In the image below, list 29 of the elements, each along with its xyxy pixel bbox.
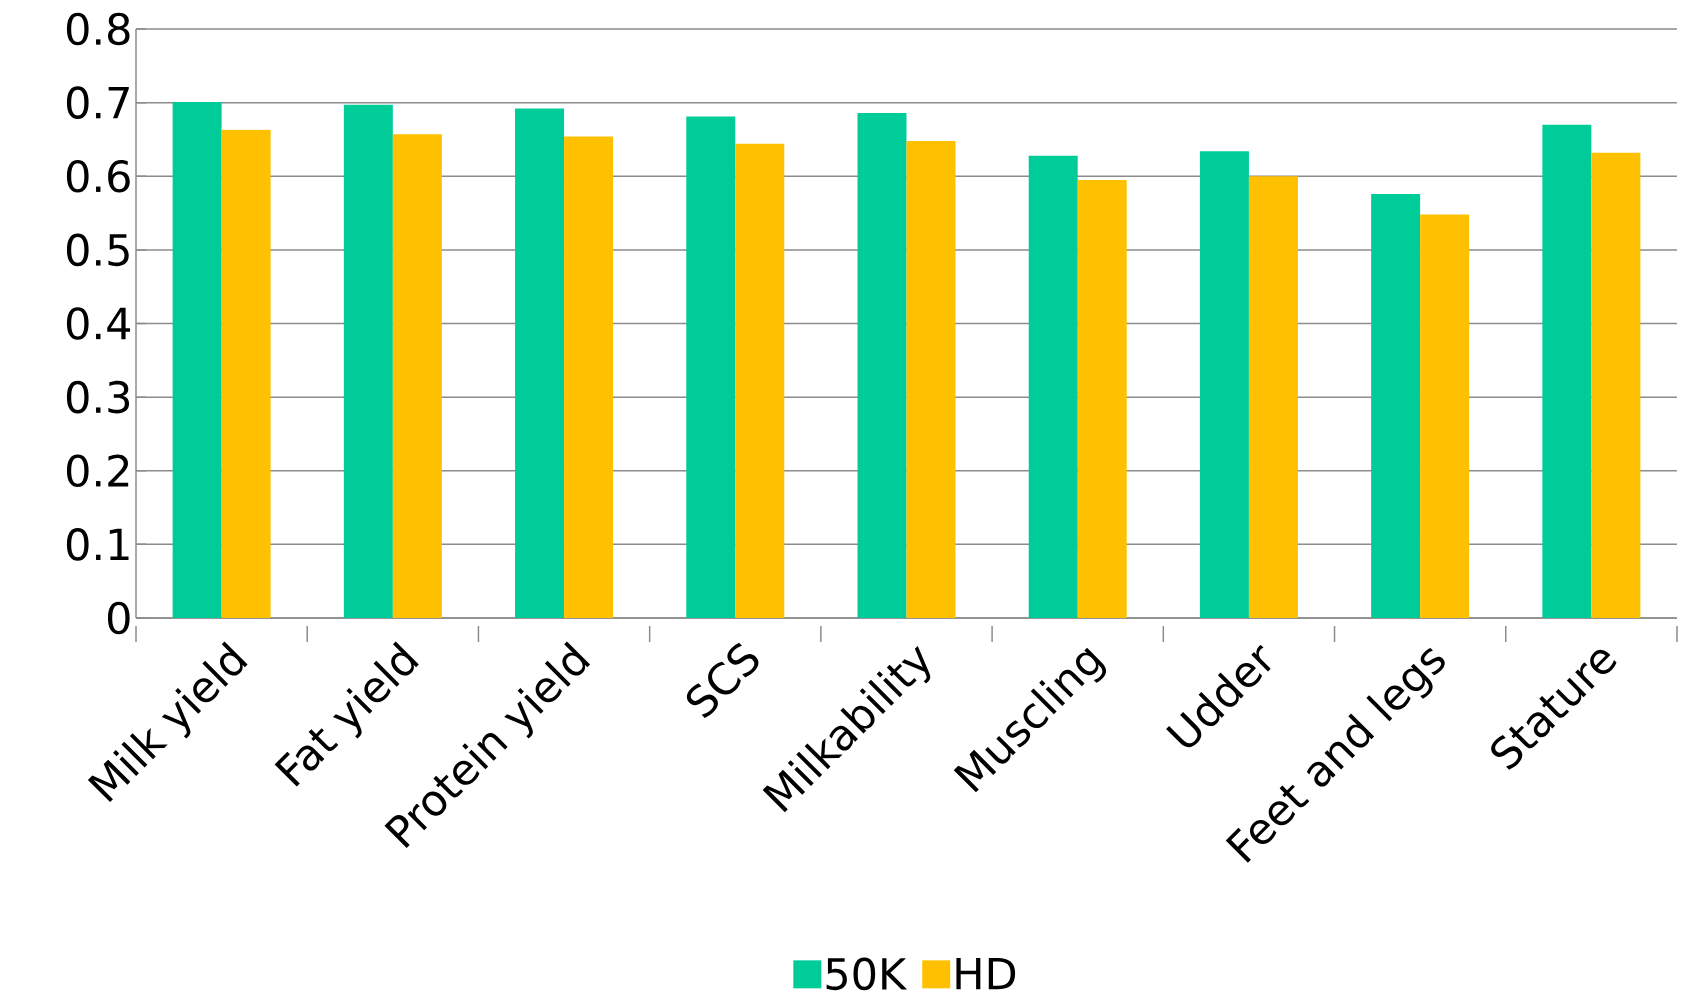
bar xyxy=(564,136,614,618)
bar xyxy=(1542,124,1592,618)
y-tick-label: 0.5 xyxy=(66,233,129,267)
y-tick-label: 0.4 xyxy=(66,307,131,340)
y-tick-label: 0 xyxy=(107,601,130,635)
y-tick-label: 0.1 xyxy=(66,528,129,561)
bar xyxy=(343,104,393,618)
bar xyxy=(515,108,565,618)
y-tick-label: 0.8 xyxy=(66,12,130,46)
legend-label: HD xyxy=(956,957,1016,990)
bar xyxy=(172,101,222,618)
bar xyxy=(1420,214,1470,618)
y-tick-label: 0.2 xyxy=(66,454,129,488)
y-tick-label: 0.6 xyxy=(66,159,130,193)
bar xyxy=(1371,193,1421,618)
bar xyxy=(392,134,442,618)
bar xyxy=(1077,179,1127,618)
y-tick-label: 0.7 xyxy=(66,86,129,119)
bar xyxy=(1591,152,1641,618)
legend-label: 50K xyxy=(826,957,908,991)
bar xyxy=(1248,176,1298,618)
y-tick-label: 0.3 xyxy=(66,380,130,414)
bar xyxy=(735,143,785,618)
bar xyxy=(857,112,907,618)
bar xyxy=(221,129,271,618)
bar xyxy=(1028,155,1078,618)
bar xyxy=(906,140,956,618)
bar xyxy=(1199,151,1249,618)
bar xyxy=(686,116,736,618)
